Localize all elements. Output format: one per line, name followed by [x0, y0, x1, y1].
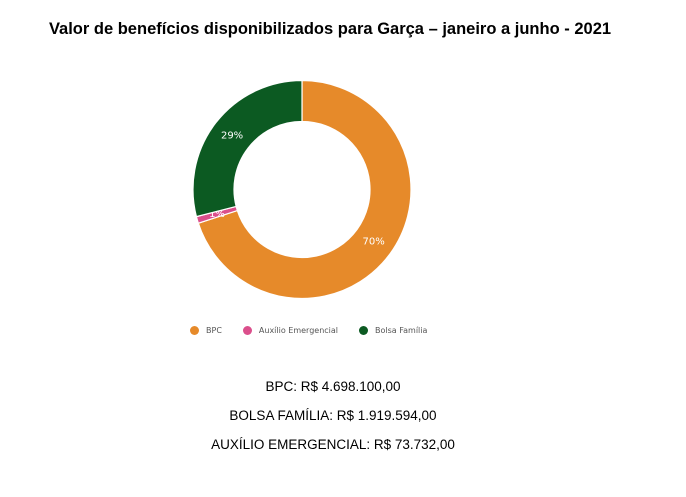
slice-label-bolsa-familia: 29% — [221, 130, 243, 141]
chart-title: Valor de benefícios disponibilizados par… — [48, 20, 612, 38]
legend-marker-bolsa-familia — [359, 325, 369, 335]
legend-label-auxilio-emergencial: Auxílio Emergencial — [258, 325, 339, 335]
value-bpc: BPC: R$ 4.698.100,00 — [265, 379, 401, 394]
legend-item-bolsa-familia[interactable]: Bolsa Família — [359, 325, 428, 335]
legend-marker-bpc — [190, 325, 199, 335]
slice-bolsa-familia[interactable] — [192, 79, 303, 218]
legend-label-bpc: BPC — [206, 325, 222, 335]
legend-marker-auxilio-emergencial — [242, 325, 252, 335]
value-bolsa-familia: BOLSA FAMÍLIA: R$ 1.919.594,00 — [229, 408, 437, 423]
chart-legend: BPC Auxílio Emergencial Bolsa Família — [190, 323, 448, 337]
benefit-values: BPC: R$ 4.698.100,00 BOLSA FAMÍLIA: R$ 1… — [0, 378, 666, 465]
slice-bpc[interactable] — [197, 79, 412, 300]
legend-label-bolsa-familia: Bolsa Família — [375, 325, 428, 335]
slice-label-bpc: 70% — [362, 237, 384, 248]
slice-label-auxilio-emergencial: 1% — [209, 209, 225, 220]
legend-item-bpc[interactable]: BPC — [190, 325, 222, 335]
value-auxilio-emergencial: AUXÍLIO EMERGENCIAL: R$ 73.732,00 — [211, 437, 455, 452]
legend-item-auxilio-emergencial[interactable]: Auxílio Emergencial — [242, 325, 339, 335]
